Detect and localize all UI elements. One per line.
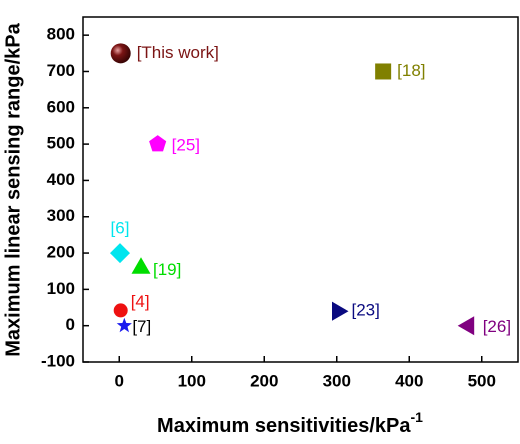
x-label-sup: -1 [411, 409, 424, 425]
point-label: [26] [483, 317, 511, 336]
point-label: [23] [351, 301, 379, 320]
marker [457, 316, 475, 336]
y-tick-label: 600 [47, 97, 75, 116]
point-label: [4] [131, 292, 150, 311]
marker [332, 301, 349, 321]
y-tick-label: 100 [47, 279, 75, 298]
y-tick-label: 400 [47, 170, 75, 189]
marker [149, 135, 167, 152]
y-tick-label: -100 [41, 351, 75, 370]
y-tick-label: 800 [47, 25, 75, 44]
marker [113, 303, 128, 318]
y-tick-label: 700 [47, 61, 75, 80]
marker [116, 317, 132, 333]
y-tick-label: 0 [66, 315, 75, 334]
x-axis-label: Maximum sensitivities/kPa-1 [157, 409, 423, 438]
marker [375, 63, 392, 80]
plot-frame [82, 16, 519, 363]
y-axis-label: Maximum linear sensing range/kPa [2, 22, 24, 356]
x-label-text: Maximum sensitivities/kPa [157, 415, 411, 437]
x-tick-label: 100 [178, 371, 206, 390]
point-label: [7] [132, 317, 151, 336]
x-tick-label: 500 [468, 371, 496, 390]
x-tick-label: 200 [250, 371, 278, 390]
x-tick-label: 300 [323, 371, 351, 390]
y-tick-label: 200 [47, 243, 75, 262]
y-tick-label: 300 [47, 206, 75, 225]
marker [110, 243, 130, 264]
point-label: [This work] [137, 43, 219, 62]
y-tick-label: 500 [47, 134, 75, 153]
point-label: [19] [153, 260, 181, 279]
point-label: [25] [172, 136, 200, 155]
point-label: [6] [111, 219, 130, 238]
marker [110, 43, 131, 64]
marker [131, 257, 151, 274]
x-tick-label: 0 [115, 371, 124, 390]
point-label: [18] [397, 61, 425, 80]
x-tick-label: 400 [395, 371, 423, 390]
